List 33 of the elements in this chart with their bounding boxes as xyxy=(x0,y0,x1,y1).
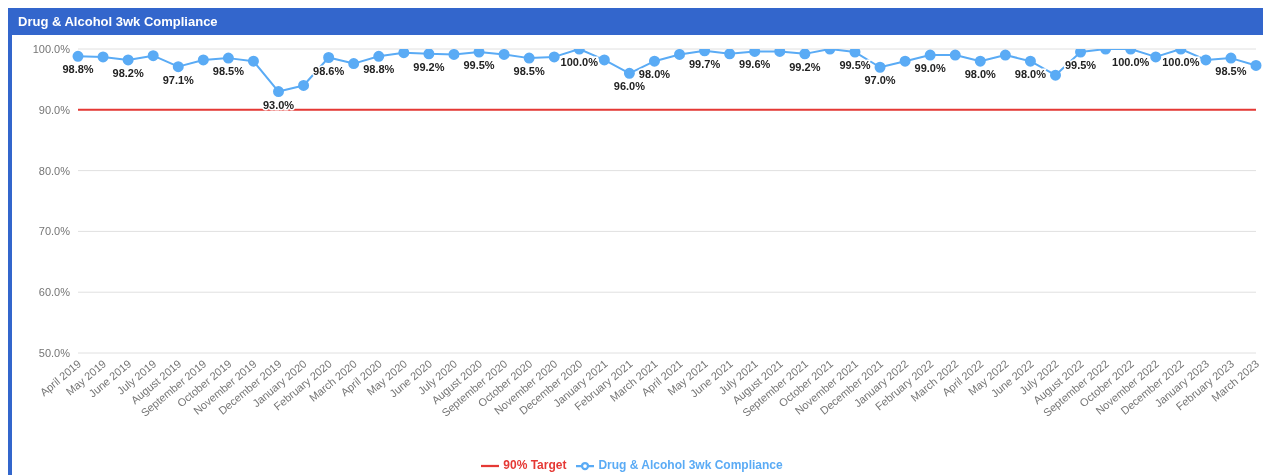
data-label: 99.5% xyxy=(839,59,871,72)
data-label: 98.5% xyxy=(513,65,545,78)
data-label: 98.8% xyxy=(62,63,94,76)
data-label: 100.0% xyxy=(560,56,599,68)
data-label: 99.5% xyxy=(1064,59,1097,72)
data-label: 99.6% xyxy=(739,58,771,71)
data-label: 98.0% xyxy=(638,68,671,81)
data-label: 100.0% xyxy=(1112,56,1150,68)
chart-title: Drug & Alcohol 3wk Compliance xyxy=(12,8,1263,35)
y-tick-label: 80.0% xyxy=(38,164,71,177)
data-label: 99.2% xyxy=(413,60,445,73)
y-tick-label: 100.0% xyxy=(32,42,71,55)
data-label: 98.0% xyxy=(1014,68,1047,81)
legend-label: Drug & Alcohol 3wk Compliance xyxy=(598,458,783,473)
y-tick-label: 70.0% xyxy=(38,225,71,238)
data-label: 98.0% xyxy=(964,68,997,81)
legend-label: 90% Target xyxy=(503,458,567,473)
data-label: 99.0% xyxy=(914,62,946,75)
data-label: 99.5% xyxy=(463,59,495,72)
data-label: 99.2% xyxy=(789,60,821,73)
data-label: 99.7% xyxy=(688,57,721,70)
data-label: 97.0% xyxy=(864,74,896,87)
y-tick-label: 60.0% xyxy=(38,286,71,299)
data-label: 100.0% xyxy=(1162,56,1200,68)
data-label: 98.5% xyxy=(1215,65,1247,78)
data-label: 98.8% xyxy=(363,63,395,76)
y-tick-label: 50.0% xyxy=(38,346,71,359)
data-label: 93.0% xyxy=(262,98,295,111)
data-label: 96.0% xyxy=(613,80,646,93)
data-label: 97.1% xyxy=(162,73,195,86)
y-tick-label: 90.0% xyxy=(38,103,71,116)
data-label: 98.2% xyxy=(112,66,144,79)
data-label: 98.5% xyxy=(212,65,245,78)
